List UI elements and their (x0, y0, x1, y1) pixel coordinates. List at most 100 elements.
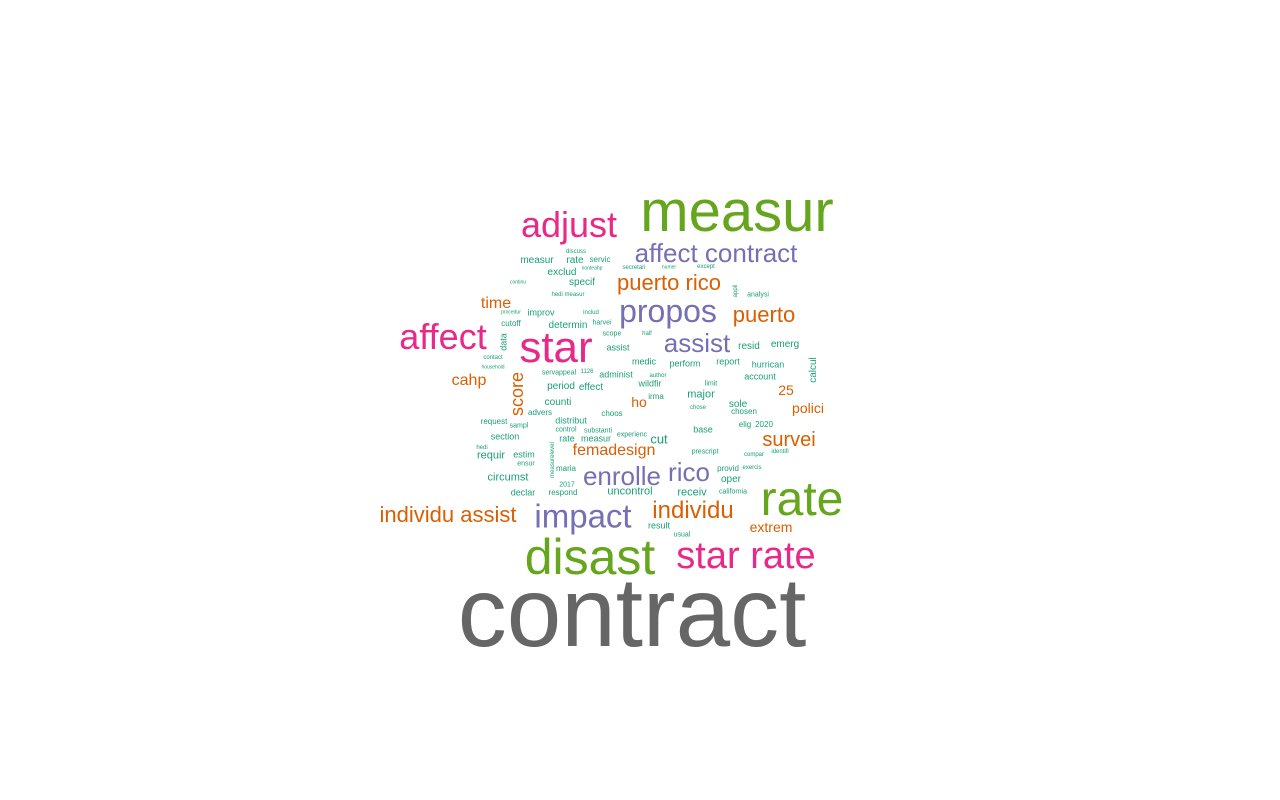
word: counti (544, 397, 572, 408)
word: chose (689, 405, 707, 411)
word: measur (520, 255, 554, 266)
word: specif (568, 277, 596, 288)
word: account (744, 371, 776, 382)
word: choos (601, 409, 623, 418)
word: except (697, 264, 715, 270)
word: contract (457, 557, 807, 667)
word: continu (509, 279, 527, 286)
word: servappeal (541, 369, 577, 377)
word: calcul (808, 357, 819, 383)
word: ho (631, 394, 647, 410)
word: control (555, 426, 577, 434)
word: star (519, 323, 593, 372)
word: assist (663, 328, 731, 358)
word: harvei (592, 319, 612, 327)
word: analysi (747, 291, 769, 299)
word: 1126 (580, 369, 594, 375)
word: advers (527, 408, 553, 417)
word: requir (476, 449, 506, 462)
word: chosen (731, 407, 757, 416)
word: sole (728, 399, 748, 410)
word: score (507, 371, 527, 417)
word: result (647, 520, 671, 531)
word: exclud (547, 267, 577, 278)
word: procedur (501, 309, 521, 316)
word: period (547, 381, 575, 392)
word: medic (631, 356, 657, 367)
word: cahp (451, 372, 487, 389)
word: appli (733, 284, 739, 298)
word: household (481, 364, 505, 371)
word: data (498, 333, 509, 351)
word: includ (583, 310, 599, 316)
word: 25 (778, 382, 794, 398)
word: identifi (771, 449, 789, 455)
word: time (480, 295, 512, 312)
word: nonteahp (581, 265, 603, 272)
word: request (480, 417, 508, 426)
word: puerto rico (617, 270, 721, 295)
word: exercis (742, 465, 762, 471)
word: propos (619, 293, 717, 329)
word: report (716, 356, 740, 367)
word: adjust (520, 204, 618, 245)
word: half (642, 331, 652, 337)
word: cut (650, 431, 668, 447)
word: enrolle (582, 461, 662, 491)
word: rate (559, 433, 575, 444)
word: irma (648, 392, 664, 401)
word: sampl (509, 422, 529, 430)
word: maria (555, 464, 577, 473)
word: section (490, 431, 520, 442)
word: hedi measur (551, 292, 585, 298)
word: 2017 (559, 481, 575, 489)
word: measur (640, 179, 834, 244)
word: emerg (770, 339, 800, 350)
word: receiv (677, 486, 707, 499)
word: puerto (732, 302, 796, 327)
word: femadesign (572, 442, 656, 459)
word: resid (738, 341, 760, 352)
word: measurelevel (550, 442, 556, 478)
word: measur (580, 433, 612, 444)
word: provid (717, 464, 739, 473)
word: california (718, 488, 748, 496)
word: rate (566, 255, 584, 266)
word: disast (524, 529, 656, 585)
word: assist (606, 342, 630, 353)
word: servic (589, 255, 611, 264)
word: declar (510, 487, 536, 498)
word: rate (760, 473, 844, 526)
word: limit (704, 380, 718, 388)
word: perform (669, 358, 701, 369)
word: substanti (583, 427, 613, 435)
word: scope (602, 330, 622, 338)
word: usual (673, 531, 691, 539)
word: rico (668, 457, 710, 487)
word: administ (599, 369, 633, 380)
word: star rate (676, 535, 816, 577)
word: compar (743, 452, 765, 458)
word: hedi (476, 445, 488, 451)
word: wildfir (638, 378, 662, 389)
word: circumst (487, 471, 529, 484)
word: contact (483, 355, 503, 361)
word: cutoff (501, 319, 521, 328)
word: 2020 (755, 420, 773, 429)
word: secretari (622, 265, 646, 271)
word: polici (792, 400, 824, 416)
word: distribut (555, 415, 587, 426)
word: determin (548, 320, 588, 331)
word: impact (534, 497, 632, 535)
word: respond (548, 488, 578, 497)
word: effect (578, 382, 604, 393)
word: improv (527, 307, 555, 318)
word: elig (738, 420, 752, 429)
word: experienc (616, 431, 648, 439)
word: uncontrol (607, 485, 653, 498)
word: prescript (691, 448, 719, 456)
word: ensur (517, 460, 535, 468)
word: individu (652, 497, 734, 524)
word: extrem (749, 519, 793, 535)
